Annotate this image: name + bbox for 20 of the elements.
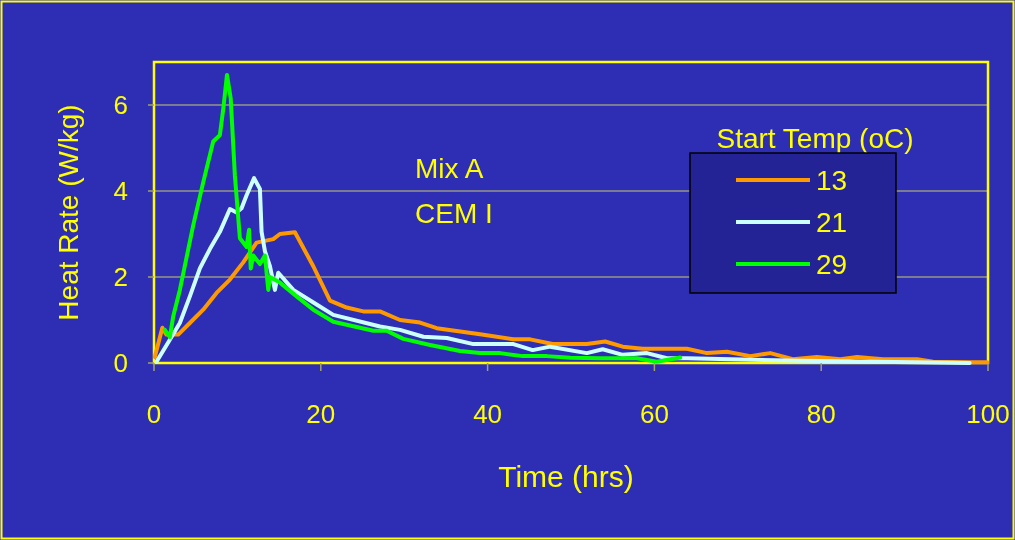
legend-title: Start Temp (oC) (716, 123, 914, 154)
legend-label: 13 (816, 165, 848, 196)
legend-label: 21 (816, 207, 848, 238)
y-tick-label: 0 (113, 348, 128, 378)
x-axis-title: Time (hrs) (498, 460, 634, 493)
y-tick-label: 6 (113, 90, 128, 120)
line-series (162, 72, 683, 364)
x-tick-label: 20 (306, 399, 336, 429)
x-tick-label: 100 (966, 399, 1010, 429)
legend-label: 29 (816, 249, 848, 280)
x-tick-label: 40 (473, 399, 503, 429)
y-tick-label: 4 (113, 176, 128, 206)
x-tick-label: 80 (806, 399, 836, 429)
y-axis-title: Heat Rate (W/kg) (53, 104, 84, 321)
line-series (152, 230, 990, 365)
x-tick-label: 0 (146, 399, 162, 429)
annotation: CEM I (415, 198, 493, 229)
annotation: Mix A (415, 153, 484, 184)
y-tick-label: 2 (113, 262, 128, 292)
x-tick-label: 60 (639, 399, 669, 429)
